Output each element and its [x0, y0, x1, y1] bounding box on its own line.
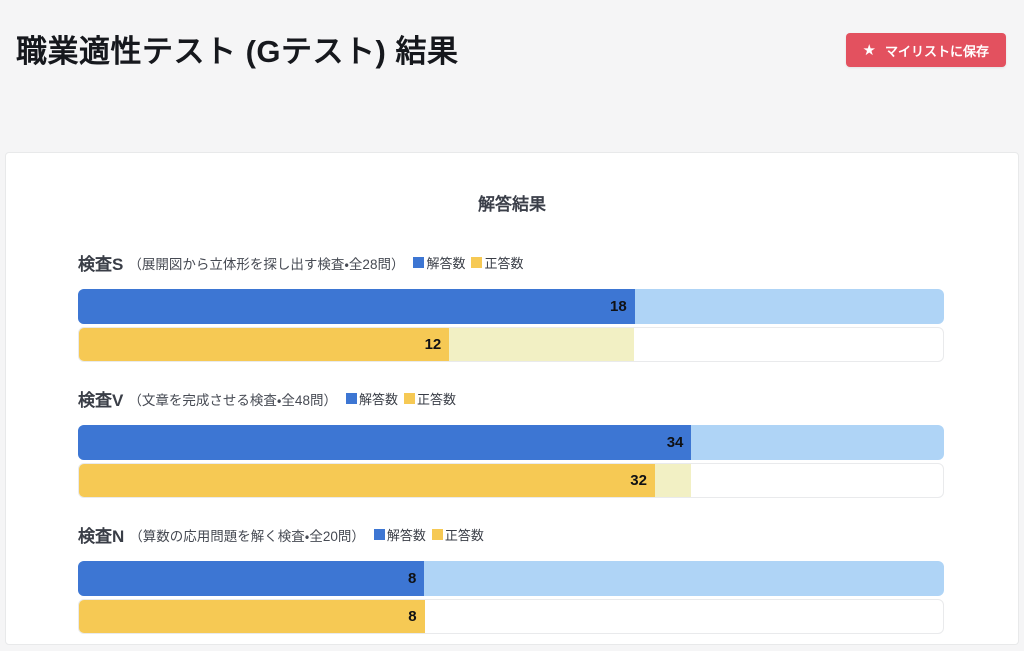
save-to-mylist-button[interactable]: ★ マイリストに保存 — [845, 33, 1006, 67]
answered-bar-track: 18 — [78, 289, 944, 324]
legend-answered-label: 解答数 — [358, 392, 398, 407]
section-title: 検査N — [78, 527, 125, 546]
legend-correct-label: 正答数 — [484, 256, 524, 271]
result-card: 解答結果 検査S （展開図から立体形を探し出す検査・全28問） 解答数 正答数 … — [5, 152, 1019, 645]
star-icon: ★ — [862, 41, 876, 59]
test-section: 検査N （算数の応用問題を解く検査・全20問） 解答数 正答数 8 8 — [78, 522, 944, 634]
answered-bar-fill: 34 — [78, 425, 692, 460]
correct-bar-track: 8 — [78, 599, 944, 634]
correct-bar-value: 8 — [408, 608, 417, 625]
correct-bar-fill: 8 — [79, 600, 425, 633]
section-description: （算数の応用問題を解く検査・全20問） — [129, 528, 365, 544]
save-button-label: マイリストに保存 — [884, 43, 989, 59]
answered-swatch-icon — [345, 393, 357, 404]
sections: 検査S （展開図から立体形を探し出す検査・全28問） 解答数 正答数 18 — [6, 250, 1018, 634]
page-title: 職業適性テスト (Gテスト) 結果 — [16, 34, 459, 69]
test-section: 検査S （展開図から立体形を探し出す検査・全28問） 解答数 正答数 18 — [78, 250, 944, 362]
correct-bar-track: 32 — [78, 463, 944, 498]
legend-item-correct: 正答数 — [403, 389, 456, 408]
answered-swatch-icon — [373, 529, 385, 540]
test-section: 検査V （文章を完成させる検査・全48問） 解答数 正答数 34 32 — [78, 386, 944, 498]
section-title: 検査V — [78, 391, 124, 410]
answered-bar-value: 34 — [666, 434, 684, 451]
answered-bar-fill: 18 — [78, 289, 635, 324]
legend-answered-label: 解答数 — [386, 528, 426, 543]
correct-swatch-icon — [403, 393, 415, 404]
legend-item-answered: 解答数 — [373, 525, 426, 544]
answered-bar-value: 18 — [610, 298, 627, 315]
section-header: 検査S （展開図から立体形を探し出す検査・全28問） 解答数 正答数 — [78, 250, 944, 275]
legend-item-correct: 正答数 — [431, 525, 484, 544]
correct-bar-track: 12 — [78, 327, 944, 362]
section-description: （展開図から立体形を探し出す検査・全28問） — [128, 256, 405, 272]
legend-correct-label: 正答数 — [444, 528, 484, 543]
answered-bar-track: 8 — [78, 561, 944, 596]
answered-swatch-icon — [413, 257, 425, 268]
legend-item-answered: 解答数 — [413, 253, 465, 272]
results-heading: 解答結果 — [478, 195, 546, 214]
correct-bar-value: 12 — [424, 336, 442, 353]
correct-swatch-icon — [471, 257, 483, 268]
legend-item-answered: 解答数 — [345, 389, 398, 408]
section-header: 検査N （算数の応用問題を解く検査・全20問） 解答数 正答数 — [78, 522, 944, 547]
legend: 解答数 正答数 — [345, 389, 456, 408]
section-title: 検査S — [78, 255, 124, 274]
correct-swatch-icon — [431, 529, 443, 540]
legend: 解答数 正答数 — [413, 253, 523, 272]
correct-bar-fill: 32 — [79, 464, 655, 497]
legend-item-correct: 正答数 — [471, 253, 523, 272]
legend-correct-label: 正答数 — [416, 392, 456, 407]
correct-bar-fill: 12 — [79, 328, 450, 361]
page-header: 職業適性テスト (Gテスト) 結果 ★ マイリストに保存 — [0, 0, 1024, 152]
answered-bar-track: 34 — [78, 425, 944, 460]
section-header: 検査V （文章を完成させる検査・全48問） 解答数 正答数 — [78, 386, 944, 411]
legend: 解答数 正答数 — [373, 525, 484, 544]
legend-answered-label: 解答数 — [426, 256, 466, 271]
correct-bar-value: 32 — [630, 472, 647, 489]
answered-bar-fill: 8 — [78, 561, 425, 596]
answered-bar-value: 8 — [408, 570, 417, 587]
section-description: （文章を完成させる検査・全48問） — [128, 392, 337, 408]
